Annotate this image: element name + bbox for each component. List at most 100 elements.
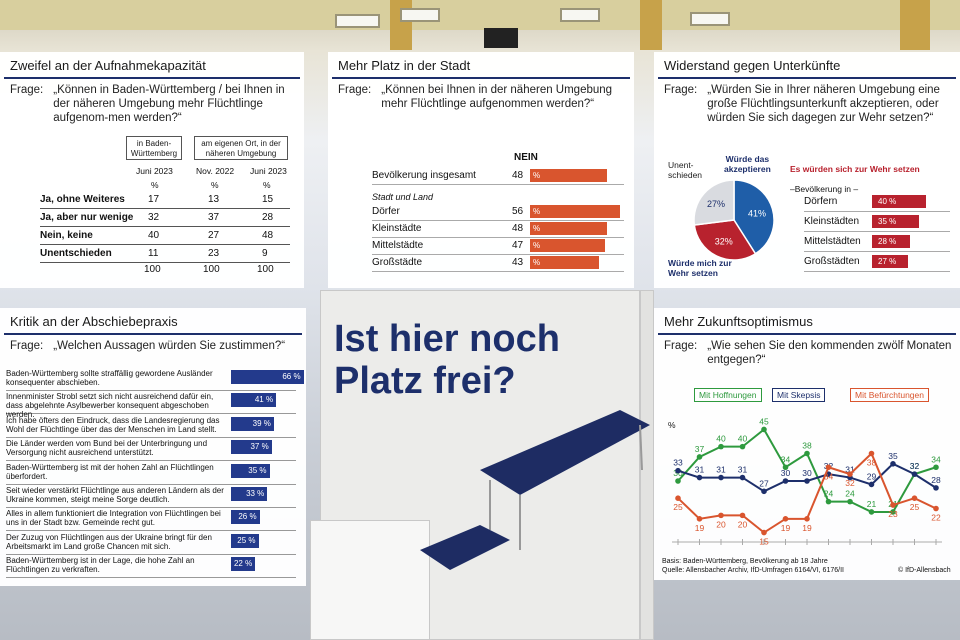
data-point: [933, 464, 939, 471]
data-label: 37: [695, 444, 705, 454]
data-point: [868, 481, 875, 488]
question-text: „Welchen Aussagen würden Sie zustimmen?“: [53, 340, 286, 352]
date-1: Juni 2023: [136, 166, 173, 176]
data-point: [782, 478, 789, 484]
pie-slice: [693, 219, 757, 261]
row-bar: %: [530, 239, 606, 252]
data-point: [739, 443, 746, 450]
data-point: [825, 498, 832, 505]
statement-bar: 41 %: [231, 393, 277, 408]
data-label: 21: [867, 499, 877, 509]
headline-line-1: Ist hier noch: [334, 318, 560, 360]
group-label: Stadt und Land: [372, 192, 434, 202]
statement-text: Die Länder werden vom Bund bei der Unter…: [6, 439, 208, 458]
table-cell: 13: [208, 194, 220, 205]
table-cell: 9: [262, 248, 268, 259]
pie-slice: [693, 179, 735, 226]
footer-basis: Basis: Baden-Württemberg, Bevölkerung ab…: [662, 558, 828, 565]
data-label: 33: [673, 458, 683, 468]
table-row-label: Nein, keine: [40, 230, 93, 241]
panel-zukunftsoptimismus: Mehr Zukunftsoptimismus Frage: „Wie sehe…: [654, 308, 960, 580]
row-divider: [372, 254, 624, 255]
data-point: [933, 485, 939, 491]
total-1: 100: [144, 264, 161, 275]
footer-quelle: Quelle: Allensbacher Archiv, IfD-Umfrage…: [662, 567, 844, 574]
table-cell: 27: [208, 230, 220, 241]
statement-row: Ich habe öfters den Eindruck, dass die L…: [6, 415, 296, 438]
table-cell: 23: [208, 248, 220, 259]
data-point: [761, 529, 767, 536]
data-point: [675, 495, 681, 501]
date-2: Nov. 2022: [196, 166, 235, 176]
data-point: [933, 505, 939, 512]
question-text: „Können in Baden-Württemberg / bei Ihnen…: [53, 84, 285, 124]
data-label: 28: [931, 475, 941, 485]
credit: © IfD-Allensbach: [898, 567, 951, 574]
table-row-label: Unentschieden: [40, 248, 112, 259]
pct-3: %: [263, 180, 271, 190]
pie-label-unentschieden: Unent-schieden: [668, 160, 703, 180]
data-label: 31: [716, 465, 726, 475]
bar-label: Kleinstädten: [804, 216, 860, 227]
statement-row: Alles in allem funktioniert die Integrat…: [6, 508, 296, 532]
bar: 27 %: [872, 255, 909, 268]
statement-text: Baden-Württemberg ist in der Lage, die h…: [6, 556, 195, 575]
statement-row: Baden-Württemberg ist in der Lage, die h…: [6, 555, 296, 579]
data-point: [804, 478, 810, 484]
panel-widerstand: Widerstand gegen Unterkünfte Frage: „Wür…: [654, 52, 960, 288]
statement-bar: 35 %: [231, 463, 270, 478]
data-label: 38: [867, 458, 877, 468]
data-label: 19: [802, 523, 812, 533]
data-label: 25: [910, 502, 920, 512]
data-label: 31: [738, 465, 748, 475]
data-point: [718, 474, 724, 481]
row-label: Großstädte: [372, 257, 423, 268]
data-point: [782, 516, 789, 522]
data-point: [911, 495, 918, 501]
row-value: 47: [512, 240, 524, 251]
legend-item: Mit Hoffnungen: [694, 388, 762, 402]
data-label: 35: [888, 451, 898, 461]
bars-subtitle: –Bevölkerung in –: [790, 184, 859, 194]
question-label: Frage:: [10, 340, 44, 352]
table-cell: 48: [262, 230, 274, 241]
data-label: 30: [781, 468, 791, 478]
row-divider: [804, 231, 950, 232]
question-label: Frage:: [10, 84, 44, 96]
pie-value-label: 27%: [707, 199, 725, 209]
pie-label-akzeptieren: Würde das akzeptieren: [724, 154, 771, 174]
row-divider: [804, 271, 950, 272]
data-point: [761, 488, 767, 495]
data-point: [718, 512, 724, 519]
statement-text: Innenminister Strobl setzt sich nicht au…: [6, 392, 214, 420]
row-value: 56: [512, 206, 524, 217]
data-label: 27: [759, 478, 769, 488]
panel-aufnahmekapazitaet: Zweifel an der Aufnahmekapazität Frage: …: [0, 52, 304, 288]
y-axis-label: %: [668, 420, 676, 430]
data-label: 34: [781, 454, 791, 464]
statement-bar: 37 %: [231, 440, 272, 455]
data-label: 31: [695, 465, 705, 475]
table-row-label: Ja, aber nur wenige: [40, 212, 134, 223]
bar-label: Großstädten: [804, 256, 860, 267]
data-label: 19: [695, 523, 705, 533]
pie-value-label: 32%: [715, 237, 733, 247]
data-point: [675, 478, 681, 484]
question: Frage: „Können bei Ihnen in der näheren …: [328, 79, 634, 111]
data-point: [739, 512, 746, 519]
panel-title: Widerstand gegen Unterkünfte: [658, 52, 956, 79]
data-point: [804, 516, 810, 522]
row-divider: [372, 237, 624, 238]
data-point: [868, 450, 875, 457]
data-label: 20: [716, 519, 726, 529]
data-point: [825, 464, 832, 471]
statement-bar: 33 %: [231, 487, 268, 501]
data-label: 30: [802, 468, 812, 478]
row-bar: %: [530, 222, 607, 235]
data-label: 24: [824, 489, 834, 499]
row-label: Dörfer: [372, 206, 400, 217]
statement-bar: 22 %: [231, 557, 256, 572]
data-point: [868, 509, 875, 515]
total-value: 48: [512, 170, 524, 181]
